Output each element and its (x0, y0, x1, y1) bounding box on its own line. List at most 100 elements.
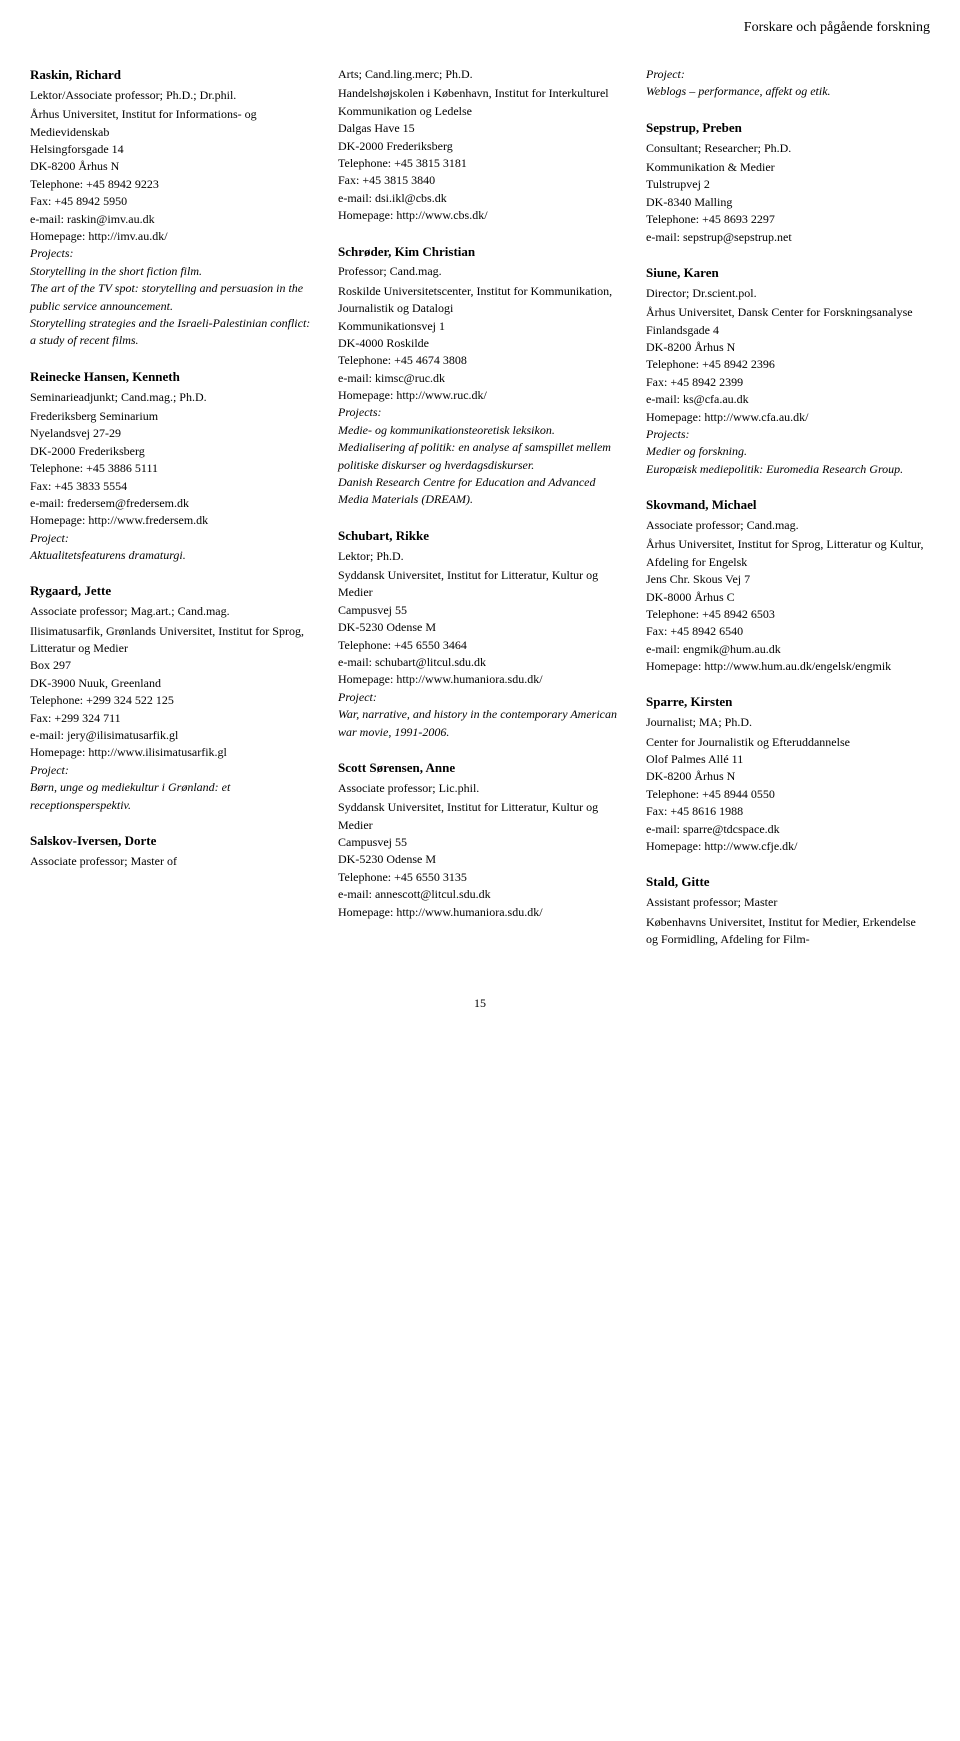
affiliation-line: Helsingforsgade 14 (30, 141, 314, 158)
researcher-name: Reinecke Hansen, Kenneth (30, 368, 314, 387)
researcher-entry: Raskin, RichardLektor/Associate professo… (30, 66, 314, 350)
researcher-title: Lektor; Ph.D. (338, 548, 622, 565)
affiliation-line: Telephone: +45 3886 5111 (30, 460, 314, 477)
researcher-name: Salskov-Iversen, Dorte (30, 832, 314, 851)
affiliation-line: Homepage: http://imv.au.dk/ (30, 228, 314, 245)
project-text: Medialisering af politik: en analyse af … (338, 439, 622, 474)
affiliation-line: e-mail: raskin@imv.au.dk (30, 211, 314, 228)
affiliation-line: Telephone: +45 6550 3464 (338, 637, 622, 654)
affiliation-line: Fax: +45 8942 2399 (646, 374, 930, 391)
project-text: Aktualitetsfeaturens dramaturgi. (30, 547, 314, 564)
researcher-title: Director; Dr.scient.pol. (646, 285, 930, 302)
affiliation-line: e-mail: fredersem@fredersem.dk (30, 495, 314, 512)
researcher-title: Professor; Cand.mag. (338, 263, 622, 280)
affiliation-line: Telephone: +45 8942 9223 (30, 176, 314, 193)
affiliation-line: Homepage: http://www.humaniora.sdu.dk/ (338, 671, 622, 688)
researcher-title: Journalist; MA; Ph.D. (646, 714, 930, 731)
researcher-title: Associate professor; Cand.mag. (646, 517, 930, 534)
affiliation-line: Jens Chr. Skous Vej 7 (646, 571, 930, 588)
researcher-title: Arts; Cand.ling.merc; Ph.D. (338, 66, 622, 83)
affiliation-line: e-mail: jery@ilisimatusarfik.gl (30, 727, 314, 744)
researcher-entry: Sepstrup, Preben Consultant; Researcher; … (646, 119, 930, 246)
affiliation-line: Finlandsgade 4 (646, 322, 930, 339)
researcher-title: Consultant; Researcher; Ph.D. (646, 140, 930, 157)
affiliation-line: Homepage: http://www.ruc.dk/ (338, 387, 622, 404)
researcher-name: Schubart, Rikke (338, 527, 622, 546)
affiliation-line: e-mail: sparre@tdcspace.dk (646, 821, 930, 838)
researcher-title: Seminarieadjunkt; Cand.mag.; Ph.D. (30, 389, 314, 406)
affiliation-line: Københavns Universitet, Institut for Med… (646, 914, 930, 949)
researcher-entry: Salskov-Iversen, Dorte Associate professo… (30, 832, 314, 870)
page-header: Forskare och pågående forskning (30, 20, 930, 36)
affiliation-line: Ilisimatusarfik, Grønlands Universitet, … (30, 623, 314, 658)
affiliation-line: e-mail: engmik@hum.au.dk (646, 641, 930, 658)
researcher-title: Associate professor; Mag.art.; Cand.mag. (30, 603, 314, 620)
researcher-title: Lektor/Associate professor; Ph.D.; Dr.ph… (30, 87, 314, 104)
researcher-entry: Schrøder, Kim ChristianProfessor; Cand.m… (338, 243, 622, 509)
affiliation-line: Telephone: +45 6550 3135 (338, 869, 622, 886)
affiliation-line: Campusvej 55 (338, 602, 622, 619)
affiliation-line: Telephone: +299 324 522 125 (30, 692, 314, 709)
researcher-name: Skovmand, Michael (646, 496, 930, 515)
affiliation-line: Fax: +45 3833 5554 (30, 478, 314, 495)
researcher-name: Sepstrup, Preben (646, 119, 930, 138)
researcher-entry: Schubart, Rikke Lektor; Ph.D. Syddansk Uni… (338, 527, 622, 741)
affiliation-line: Dalgas Have 15 (338, 120, 622, 137)
affiliation-line: Homepage: http://www.fredersem.dk (30, 512, 314, 529)
affiliation-line: Århus Universitet, Dansk Center for Fors… (646, 304, 930, 321)
projects-label: Project: (646, 66, 930, 83)
affiliation-line: Telephone: +45 8944 0550 (646, 786, 930, 803)
affiliation-line: Fax: +45 8942 6540 (646, 623, 930, 640)
researcher-entry: Sparre, KirstenJournalist; MA; Ph.D.Cent… (646, 693, 930, 855)
researcher-entry: Stald, GitteAssistant professor; MasterK… (646, 873, 930, 948)
project-text: Storytelling strategies and the Israeli-… (30, 315, 314, 350)
project-text: Medie- og kommunikationsteoretisk leksik… (338, 422, 622, 439)
affiliation-line: Århus Universitet, Institut for Informat… (30, 106, 314, 141)
researcher-title: Assistant professor; Master (646, 894, 930, 911)
projects-label: Projects: (338, 404, 622, 421)
researcher-entry: Project:Weblogs – performance, affekt og… (646, 66, 930, 101)
projects-label: Project: (30, 530, 314, 547)
affiliation-line: Homepage: http://www.hum.au.dk/engelsk/e… (646, 658, 930, 675)
affiliation-line: DK-8200 Århus N (30, 158, 314, 175)
researcher-entry: Arts; Cand.ling.merc; Ph.D.Handelshøjsko… (338, 66, 622, 225)
project-text: Weblogs – performance, affekt og etik. (646, 83, 930, 100)
affiliation-line: Telephone: +45 3815 3181 (338, 155, 622, 172)
affiliation-line: Homepage: http://www.ilisimatusarfik.gl (30, 744, 314, 761)
affiliation-line: Telephone: +45 8942 6503 (646, 606, 930, 623)
projects-label: Projects: (646, 426, 930, 443)
affiliation-line: e-mail: kimsc@ruc.dk (338, 370, 622, 387)
affiliation-line: Telephone: +45 8693 2297 (646, 211, 930, 228)
affiliation-line: e-mail: dsi.ikl@cbs.dk (338, 190, 622, 207)
researcher-entry: Skovmand, Michael Associate professor; Ca… (646, 496, 930, 675)
affiliation-line: Telephone: +45 4674 3808 (338, 352, 622, 369)
researcher-entry: Scott Sørensen, AnneAssociate professor;… (338, 759, 622, 921)
projects-label: Project: (30, 762, 314, 779)
researcher-name: Sparre, Kirsten (646, 693, 930, 712)
researcher-entry: Reinecke Hansen, Kenneth Seminarieadjunkt… (30, 368, 314, 565)
affiliation-line: Homepage: http://www.cfje.dk/ (646, 838, 930, 855)
researcher-name: Rygaard, Jette (30, 582, 314, 601)
projects-label: Project: (338, 689, 622, 706)
researcher-name: Schrøder, Kim Christian (338, 243, 622, 262)
researcher-entry: Rygaard, Jette Associate professor; Mag.a… (30, 582, 314, 814)
affiliation-line: Telephone: +45 8942 2396 (646, 356, 930, 373)
affiliation-line: Syddansk Universitet, Institut for Litte… (338, 567, 622, 602)
affiliation-line: DK-4000 Roskilde (338, 335, 622, 352)
project-text: Danish Research Centre for Education and… (338, 474, 622, 509)
affiliation-line: Box 297 (30, 657, 314, 674)
project-text: War, narrative, and history in the conte… (338, 706, 622, 741)
researcher-name: Scott Sørensen, Anne (338, 759, 622, 778)
affiliation-line: Fax: +299 324 711 (30, 710, 314, 727)
affiliation-line: DK-5230 Odense M (338, 619, 622, 636)
affiliation-line: Fax: +45 8942 5950 (30, 193, 314, 210)
researcher-entry: Siune, KarenDirector; Dr.scient.pol.Århu… (646, 264, 930, 478)
affiliation-line: Fax: +45 8616 1988 (646, 803, 930, 820)
researcher-title: Associate professor; Master of (30, 853, 314, 870)
affiliation-line: Århus Universitet, Institut for Sprog, L… (646, 536, 930, 571)
affiliation-line: Roskilde Universitetscenter, Institut fo… (338, 283, 622, 318)
column: Raskin, RichardLektor/Associate professo… (30, 66, 314, 966)
affiliation-line: Kommunikationsvej 1 (338, 318, 622, 335)
affiliation-line: Kommunikation & Medier (646, 159, 930, 176)
project-text: The art of the TV spot: storytelling and… (30, 280, 314, 315)
